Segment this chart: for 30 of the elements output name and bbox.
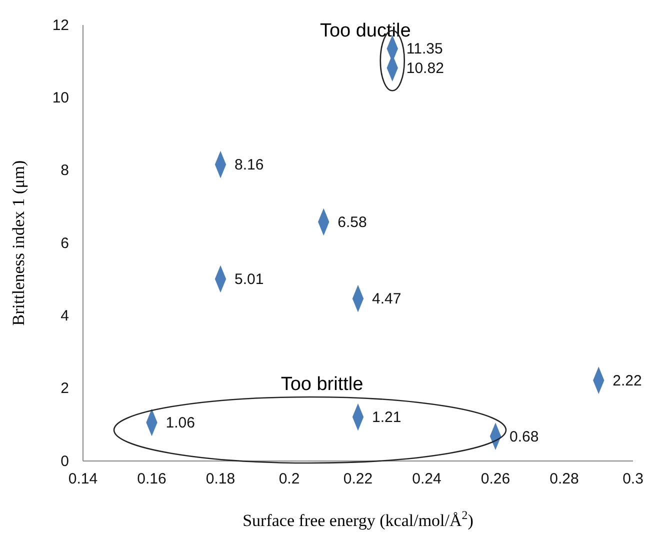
y-axis-title: Brittleness index 1 (μm) bbox=[9, 160, 28, 326]
data-label: 1.06 bbox=[166, 414, 195, 432]
x-axis-title: Surface free energy (kcal/mol/Å$^{2}$) bbox=[242, 508, 474, 530]
x-tick-label: 0.28 bbox=[550, 470, 579, 488]
data-label: 4.47 bbox=[372, 290, 402, 308]
x-tick-label: 0.2 bbox=[278, 470, 300, 488]
data-label: 8.16 bbox=[234, 156, 264, 174]
x-tick-label: 0.26 bbox=[480, 470, 510, 488]
data-label: 2.22 bbox=[612, 372, 642, 390]
y-tick-label: 6 bbox=[60, 234, 69, 252]
y-tick-label: 2 bbox=[60, 380, 69, 398]
y-tick-label: 4 bbox=[60, 307, 69, 324]
data-label: 10.82 bbox=[406, 60, 444, 77]
data-label: 6.58 bbox=[338, 214, 367, 231]
annotation: Too ductile bbox=[320, 20, 411, 42]
annotation: Too brittle bbox=[280, 374, 364, 395]
x-tick-label: 0.18 bbox=[206, 470, 236, 488]
x-tick-label: 0.16 bbox=[137, 470, 166, 488]
y-tick-label: 8 bbox=[60, 162, 69, 180]
data-label: 11.35 bbox=[406, 40, 443, 58]
x-tick-label: 0.14 bbox=[68, 470, 98, 488]
data-label: 1.21 bbox=[372, 409, 402, 426]
data-label: 0.68 bbox=[510, 428, 539, 446]
x-tick-label: 0.3 bbox=[622, 470, 644, 488]
y-tick-label: 12 bbox=[52, 16, 69, 34]
data-label: 5.01 bbox=[234, 270, 264, 288]
x-tick-label: 0.22 bbox=[343, 470, 373, 488]
y-tick-label: 10 bbox=[52, 89, 69, 106]
y-tick-label: 0 bbox=[60, 452, 69, 470]
x-tick-label: 0.24 bbox=[412, 470, 442, 488]
